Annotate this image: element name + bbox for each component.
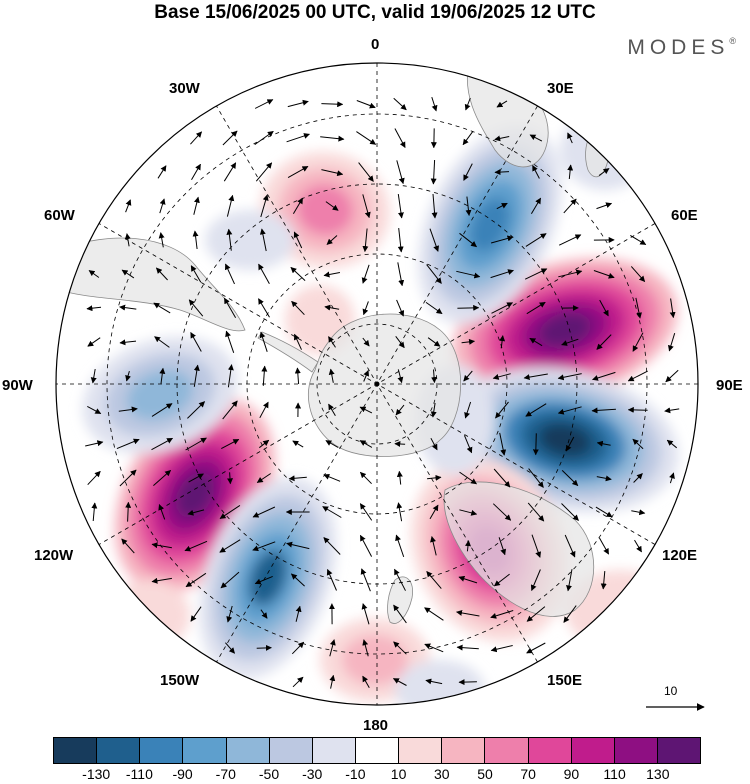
colorbar-tick-label: -70 xyxy=(216,766,236,782)
colorbar xyxy=(53,737,701,764)
anomaly-contour xyxy=(395,660,485,720)
colorbar-segment xyxy=(485,738,528,763)
lon-label-120e: 120E xyxy=(662,547,697,564)
colorbar-tick-label: -10 xyxy=(345,766,365,782)
lon-label-120w: 120W xyxy=(34,547,73,564)
lon-label-30w: 30W xyxy=(169,80,200,97)
colorbar-segment xyxy=(399,738,442,763)
colorbar-tick-label: -90 xyxy=(172,766,192,782)
anomaly-contour xyxy=(205,210,295,270)
reference-vector-value: 10 xyxy=(664,684,677,698)
wind-vector xyxy=(395,444,405,445)
lon-label-180: 180 xyxy=(363,717,388,734)
colorbar-segment xyxy=(270,738,313,763)
anomaly-contour xyxy=(110,580,190,650)
colorbar-segment xyxy=(227,738,270,763)
wind-vector xyxy=(536,433,537,454)
colorbar-tick-label: 70 xyxy=(520,766,536,782)
colorbar-tick-label: 10 xyxy=(391,766,407,782)
lon-label-90w: 90W xyxy=(2,377,33,394)
colorbar-labels: -130 -110 -90 -70 -50 -30 -10 10 30 50 70 90 110 130 xyxy=(53,766,701,784)
colorbar-segment xyxy=(140,738,183,763)
lon-label-30e: 30E xyxy=(547,80,574,97)
colorbar-segment xyxy=(97,738,140,763)
colorbar-tick-label: 30 xyxy=(434,766,450,782)
colorbar-tick-label: 130 xyxy=(646,766,669,782)
colorbar-segment xyxy=(529,738,572,763)
colorbar-tick-label: 110 xyxy=(603,766,625,782)
colorbar-tick-label: -30 xyxy=(302,766,322,782)
colorbar-segment xyxy=(615,738,658,763)
lon-label-60e: 60E xyxy=(671,207,698,224)
colorbar-tick-label: -110 xyxy=(126,766,153,782)
colorbar-tick-label: 90 xyxy=(564,766,580,782)
colorbar-tick-label: 50 xyxy=(477,766,493,782)
colorbar-tick-label: -50 xyxy=(259,766,279,782)
colorbar-segment xyxy=(356,738,399,763)
lon-label-90e: 90E xyxy=(716,377,743,394)
lon-label-150e: 150E xyxy=(547,672,582,689)
colorbar-segment xyxy=(54,738,97,763)
lon-label-0: 0 xyxy=(371,36,379,53)
colorbar-segment xyxy=(658,738,700,763)
pole-marker xyxy=(375,382,380,387)
lon-label-150w: 150W xyxy=(160,672,199,689)
colorbar-segment xyxy=(183,738,226,763)
colorbar-segment xyxy=(572,738,615,763)
wind-vector xyxy=(257,648,272,649)
anomaly-contour xyxy=(342,635,408,685)
wind-vector xyxy=(457,308,478,309)
anomaly-contour xyxy=(560,110,650,190)
lon-label-60w: 60W xyxy=(44,207,75,224)
colorbar-tick-label: -130 xyxy=(82,766,110,782)
colorbar-segment xyxy=(313,738,356,763)
colorbar-segment xyxy=(442,738,485,763)
